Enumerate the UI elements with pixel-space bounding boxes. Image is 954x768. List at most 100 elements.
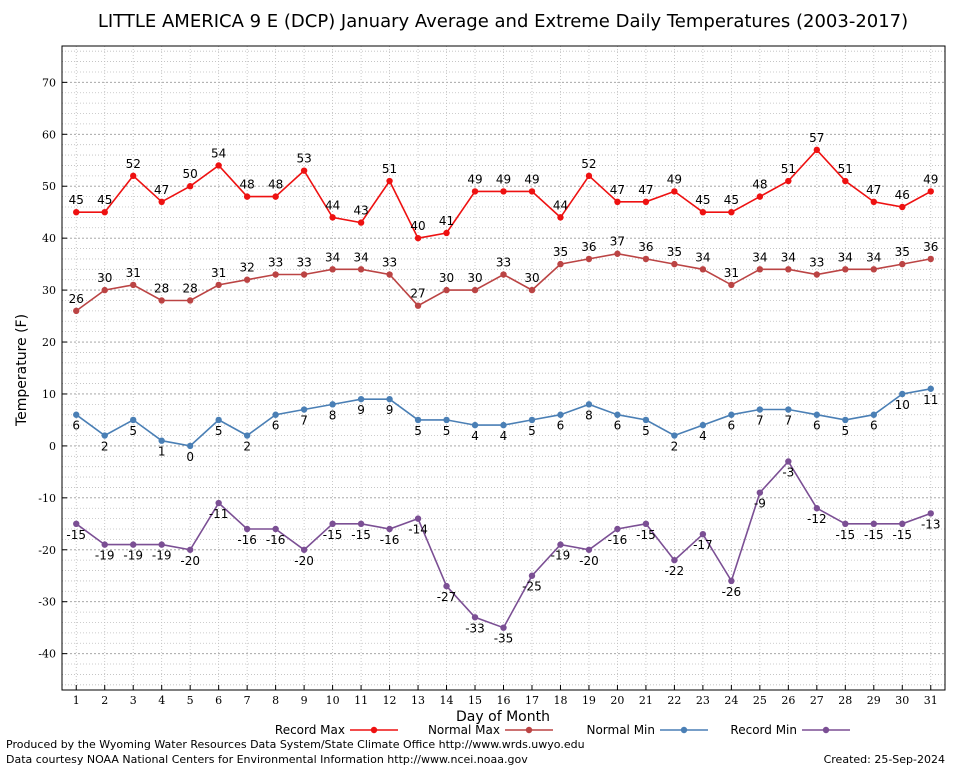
- data-label-record-min: -19: [551, 549, 571, 563]
- data-label-record-max: 57: [809, 131, 824, 145]
- data-label-normal-max: 34: [838, 250, 853, 264]
- data-label-normal-max: 34: [325, 250, 340, 264]
- point-record-max: [671, 188, 678, 195]
- data-label-normal-min: 2: [101, 440, 109, 454]
- legend-label-record-min: Record Min: [730, 723, 797, 737]
- point-normal-max: [414, 302, 422, 309]
- data-label-record-max: 50: [183, 167, 198, 181]
- data-label-record-min: -27: [437, 590, 457, 604]
- point-normal-max: [585, 255, 593, 263]
- point-record-max: [557, 214, 564, 221]
- y-tick-label: 0: [49, 440, 56, 453]
- point-record-max: [585, 172, 593, 180]
- data-label-record-max: 47: [610, 183, 625, 197]
- x-tick-label: 12: [383, 694, 397, 707]
- point-normal-max: [528, 286, 536, 294]
- point-normal-max: [443, 286, 450, 294]
- data-label-record-max: 47: [866, 183, 881, 197]
- y-tick-label: 70: [42, 76, 56, 89]
- point-normal-max: [557, 260, 564, 268]
- point-normal-min: [614, 411, 621, 418]
- data-label-normal-min: 4: [471, 429, 479, 443]
- data-label-record-max: 45: [695, 193, 710, 207]
- data-label-normal-max: 31: [126, 266, 141, 280]
- point-record-min: [785, 458, 792, 465]
- data-label-normal-min: 4: [500, 429, 508, 443]
- point-record-min: [186, 546, 194, 553]
- y-tick-label: 50: [42, 180, 56, 193]
- point-normal-max: [272, 271, 279, 278]
- point-record-min: [215, 499, 222, 507]
- point-normal-max: [899, 260, 906, 268]
- point-record-max: [471, 188, 479, 195]
- point-record-max: [243, 193, 251, 200]
- point-record-min: [614, 525, 621, 533]
- data-label-normal-min: 7: [756, 414, 764, 428]
- point-normal-min: [215, 416, 222, 424]
- point-normal-max: [130, 281, 137, 289]
- point-normal-max: [870, 266, 877, 273]
- data-label-normal-min: 5: [215, 424, 223, 438]
- data-label-normal-max: 34: [866, 250, 881, 264]
- point-record-min: [927, 510, 934, 517]
- x-tick-label: 25: [753, 694, 767, 707]
- data-label-record-min: -14: [408, 523, 428, 537]
- data-label-normal-min: 10: [895, 398, 910, 412]
- x-tick-label: 3: [130, 694, 137, 707]
- point-record-min: [243, 525, 251, 533]
- data-label-record-max: 52: [581, 157, 596, 171]
- point-record-min: [272, 525, 279, 533]
- x-tick-label: 6: [215, 694, 222, 707]
- data-label-record-max: 43: [353, 204, 368, 218]
- point-record-max: [842, 177, 849, 185]
- point-record-max: [699, 208, 707, 216]
- data-label-normal-max: 35: [553, 245, 568, 259]
- point-record-max: [300, 167, 308, 174]
- data-label-normal-max: 35: [667, 245, 682, 259]
- point-record-max: [813, 146, 821, 154]
- data-label-normal-min: 11: [923, 393, 938, 407]
- legend-label-record-max: Record Max: [275, 723, 345, 737]
- point-normal-min: [414, 416, 422, 424]
- legend-marker-record-max: [370, 726, 378, 734]
- data-label-record-min: -15: [864, 528, 884, 542]
- point-normal-min: [243, 432, 251, 439]
- data-label-record-max: 48: [752, 178, 767, 192]
- x-tick-label: 17: [525, 694, 539, 707]
- data-label-normal-max: 34: [695, 250, 710, 264]
- point-record-min: [357, 520, 365, 528]
- data-label-record-min: -15: [323, 528, 343, 542]
- point-record-min: [443, 582, 450, 590]
- point-normal-max: [728, 281, 735, 289]
- point-normal-max: [842, 266, 849, 273]
- data-label-record-max: 45: [97, 193, 112, 207]
- grid: [62, 46, 945, 690]
- point-normal-min: [386, 395, 393, 403]
- data-label-record-max: 49: [467, 172, 482, 186]
- y-tick-label: -30: [38, 596, 56, 609]
- data-label-record-min: -16: [266, 533, 286, 547]
- point-normal-min: [870, 411, 877, 418]
- data-label-record-min: -20: [294, 554, 314, 568]
- data-label-normal-min: 8: [329, 408, 337, 422]
- point-record-min: [101, 541, 108, 548]
- data-label-normal-min: 6: [557, 419, 565, 433]
- data-label-record-min: -16: [608, 533, 628, 547]
- x-tick-label: 7: [244, 694, 251, 707]
- data-label-normal-min: 6: [813, 419, 821, 433]
- data-label-record-min: -25: [522, 580, 542, 594]
- x-tick-label: 24: [724, 694, 738, 707]
- data-label-normal-max: 34: [353, 250, 368, 264]
- data-label-record-max: 47: [154, 183, 169, 197]
- x-tick-label: 13: [411, 694, 425, 707]
- chart-title: LITTLE AMERICA 9 E (DCP) January Average…: [98, 11, 908, 32]
- point-normal-min: [471, 421, 479, 429]
- data-label-record-max: 45: [69, 193, 84, 207]
- legend: Record Max Normal Max Normal Min Record Min: [275, 723, 850, 737]
- data-label-normal-max: 34: [752, 250, 767, 264]
- point-record-min: [585, 546, 593, 553]
- data-label-normal-min: 6: [614, 419, 622, 433]
- point-record-min: [528, 572, 536, 579]
- y-tick-label: 10: [42, 388, 56, 401]
